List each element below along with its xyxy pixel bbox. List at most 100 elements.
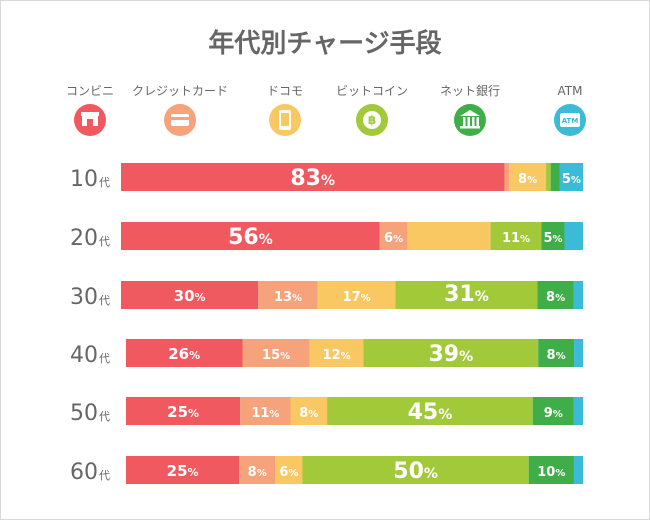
- svg-text:25%: 25%: [167, 462, 199, 480]
- legend-item-3: ドコモ: [267, 84, 303, 136]
- svg-text:8%: 8%: [546, 290, 565, 305]
- bar-segment: [546, 163, 551, 191]
- svg-text:8%: 8%: [248, 465, 267, 480]
- bar-segment: [509, 163, 547, 191]
- legend-item-1: コンビニ: [66, 84, 114, 136]
- value-label: 6%: [384, 231, 403, 246]
- value-label: 31%: [444, 282, 489, 307]
- value-label: 11%: [251, 406, 279, 421]
- bar-row: 10 代 83% 8% 5%: [70, 163, 583, 192]
- svg-text:8%: 8%: [518, 172, 537, 187]
- legend-label: ビットコイン: [336, 84, 408, 98]
- svg-text:31%: 31%: [444, 282, 489, 307]
- svg-text:50%: 50%: [393, 459, 438, 484]
- value-label: 50%: [393, 459, 438, 484]
- bar-segment: [309, 339, 364, 367]
- svg-text:83%: 83%: [290, 166, 335, 191]
- value-label: 5%: [543, 231, 562, 246]
- svg-text:8%: 8%: [299, 406, 318, 421]
- svg-text:8%: 8%: [547, 348, 566, 363]
- bar-row: 40 代 26% 15% 12% 39% 8%: [70, 339, 583, 368]
- bar-segment: [573, 397, 583, 425]
- bar-segment: [239, 456, 276, 484]
- age-suffix: 代: [99, 176, 110, 189]
- svg-text:12%: 12%: [323, 348, 351, 363]
- bar-segment: [538, 339, 575, 367]
- value-label: 45%: [408, 400, 453, 425]
- bar-segment: [317, 281, 396, 309]
- bar-segment: [275, 456, 303, 484]
- value-label: 25%: [167, 462, 199, 480]
- value-label: 12%: [323, 348, 351, 363]
- age-suffix: 代: [99, 410, 110, 423]
- bar-segment: [258, 281, 318, 309]
- bar-segment: [126, 339, 243, 367]
- bar-segment: [564, 222, 583, 250]
- svg-text:5%: 5%: [562, 172, 581, 187]
- svg-text:6%: 6%: [384, 231, 403, 246]
- legend-item-5: ネット銀行: [440, 84, 500, 136]
- bar-segment: [550, 163, 560, 191]
- bar-segment: [559, 163, 583, 191]
- bar-segment: [379, 222, 408, 250]
- bar-segment: [121, 222, 380, 250]
- value-label: 56%: [228, 225, 273, 250]
- bar-segment: [537, 281, 574, 309]
- bar-segment: [121, 163, 505, 191]
- value-label: 8%: [518, 172, 537, 187]
- age-suffix: 代: [99, 235, 110, 248]
- svg-text:11%: 11%: [251, 406, 279, 421]
- value-label: 25%: [167, 403, 199, 421]
- value-label: 5%: [562, 172, 581, 187]
- value-label: 17%: [343, 290, 371, 305]
- value-label: 30%: [174, 287, 206, 305]
- age-label: 30: [70, 285, 98, 310]
- bar-segment: [290, 397, 328, 425]
- bar-segment: [302, 456, 529, 484]
- legend-label: ネット銀行: [440, 84, 500, 98]
- age-suffix: 代: [99, 294, 110, 307]
- svg-text:11%: 11%: [502, 231, 530, 246]
- bar-segment: [327, 397, 533, 425]
- value-label: 6%: [279, 465, 298, 480]
- smartphone-icon: [269, 104, 301, 136]
- svg-text:25%: 25%: [167, 403, 199, 421]
- bar-segment: [504, 163, 510, 191]
- bar-segment: [573, 281, 583, 309]
- svg-text:56%: 56%: [228, 225, 273, 250]
- legend-item-4: ビットコイン ฿: [336, 84, 408, 136]
- bar-segment: [541, 222, 565, 250]
- svg-text:13%: 13%: [274, 290, 302, 305]
- bar-row: 30 代 30% 13% 17% 31% 8%: [70, 281, 583, 310]
- credit-card-icon: [164, 104, 196, 136]
- svg-text:6%: 6%: [279, 465, 298, 480]
- bar-segment: [490, 222, 542, 250]
- age-label: 40: [70, 343, 98, 368]
- value-label: 8%: [248, 465, 267, 480]
- svg-text:9%: 9%: [544, 406, 563, 421]
- svg-text:26%: 26%: [168, 345, 200, 363]
- value-label: 8%: [547, 348, 566, 363]
- store-icon: [74, 104, 106, 136]
- chart-title: 年代別チャージ手段: [208, 28, 441, 59]
- bank-icon: [454, 104, 486, 136]
- atm-icon: ATM: [554, 104, 586, 136]
- svg-text:17%: 17%: [343, 290, 371, 305]
- value-label: 8%: [299, 406, 318, 421]
- svg-text:5%: 5%: [543, 231, 562, 246]
- value-label: 10%: [537, 465, 565, 480]
- bar-segment: [242, 339, 310, 367]
- value-label: 83%: [290, 166, 335, 191]
- svg-text:45%: 45%: [408, 400, 453, 425]
- bar-segment: [574, 339, 583, 367]
- legend: コンビニ クレジットカード ドコモ ビットコイン ฿ ネット銀行 ATM ATM: [66, 84, 586, 136]
- value-label: 8%: [546, 290, 565, 305]
- svg-text:30%: 30%: [174, 287, 206, 305]
- legend-item-6: ATM ATM: [554, 84, 586, 136]
- bar-segment: [121, 281, 259, 309]
- age-label: 60: [70, 460, 98, 485]
- bar-segment: [126, 456, 240, 484]
- value-label: 15%: [262, 348, 290, 363]
- age-label: 50: [70, 401, 98, 426]
